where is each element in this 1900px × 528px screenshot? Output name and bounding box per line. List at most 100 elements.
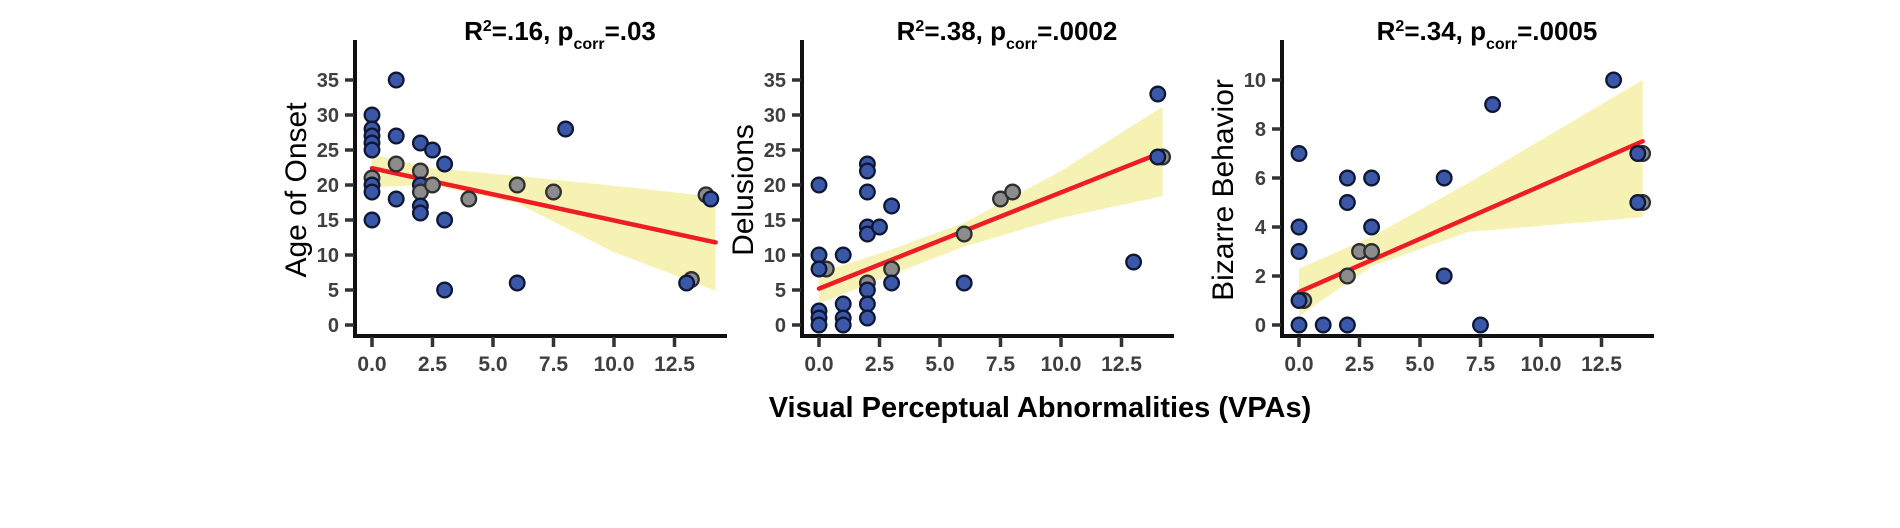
data-point: [424, 141, 441, 159]
x-tick-label: 7.5: [1466, 353, 1496, 376]
data-point: [363, 183, 381, 201]
x-tick-label: 2.5: [418, 353, 448, 376]
confidence-band: [819, 106, 1163, 304]
data-point: [1290, 218, 1308, 236]
x-tick-label: 0.0: [804, 353, 833, 376]
chart-title: R2=.16, pcorr=.03: [464, 16, 656, 53]
chart-delusions: 0 5 10 15 20 25 30 35 0.0 2.5 5.0 7.5 10.0 12.5 Delusi…: [727, 0, 1187, 385]
data-point: [424, 176, 441, 194]
data-point: [1484, 96, 1502, 113]
y-tick-label: 2: [1255, 266, 1266, 288]
x-tick-label: 12.5: [1581, 353, 1622, 376]
data-point: [387, 71, 405, 89]
data-point: [883, 260, 901, 278]
data-point: [1363, 169, 1381, 187]
data-point: [1629, 145, 1647, 162]
data-point: [858, 309, 876, 327]
data-point: [871, 218, 888, 236]
data-point: [1605, 71, 1623, 89]
data-point: [387, 155, 405, 173]
y-tick-label: 0: [775, 315, 786, 337]
data-point: [1314, 316, 1332, 334]
data-point: [1472, 316, 1489, 334]
data-point: [810, 176, 828, 194]
y-tick-label: 20: [317, 175, 339, 197]
x-tick-label: 10.0: [594, 353, 635, 376]
x-tick-label: 5.0: [925, 353, 954, 376]
data-point: [1149, 85, 1167, 103]
data-point: [1290, 316, 1308, 334]
data-point: [1290, 243, 1308, 260]
data-point: [1435, 169, 1453, 187]
data-point: [387, 127, 405, 145]
data-point: [411, 204, 429, 222]
data-point: [1363, 218, 1381, 236]
x-tick-label: 12.5: [654, 353, 695, 376]
data-point: [1338, 267, 1356, 285]
data-point: [508, 176, 526, 194]
y-axis-title: Bizarre Behavior: [1207, 79, 1240, 301]
y-tick-label: 30: [764, 105, 786, 127]
data-point: [508, 274, 526, 292]
chart-title: R2=.38, pcorr=.0002: [897, 16, 1118, 53]
scatter-plot-age-of-onset: 0 5 10 15 20 25 30 35 0.0 2.5 5.0 7.5 10.0 12.5 Age of…: [280, 16, 727, 376]
data-point: [557, 120, 575, 138]
y-tick-label: 6: [1255, 168, 1266, 190]
x-tick-label: 7.5: [539, 353, 569, 376]
x-tick-label: 0.0: [1284, 353, 1313, 376]
data-point: [955, 274, 973, 292]
x-tick-label: 10.0: [1521, 353, 1562, 376]
data-point: [810, 260, 828, 278]
scatter-plot-delusions: 0 5 10 15 20 25 30 35 0.0 2.5 5.0 7.5 10.0 12.5 Delusi…: [727, 16, 1174, 376]
y-tick-label: 4: [1255, 217, 1267, 239]
y-axis-title: Age of Onset: [280, 102, 313, 278]
y-tick-label: 15: [317, 210, 339, 232]
data-point: [1629, 194, 1647, 211]
y-tick-label: 10: [317, 245, 339, 267]
regression-line: [816, 149, 1165, 291]
y-tick-label: 30: [317, 105, 339, 127]
chart-age-of-onset: 0 5 10 15 20 25 30 35 0.0 2.5 5.0 7.5 10.0 12.5 Age of…: [280, 0, 740, 385]
data-point: [1363, 243, 1381, 260]
data-point: [436, 155, 454, 173]
data-point: [1004, 183, 1022, 201]
data-point: [834, 246, 852, 264]
y-axis-title: Delusions: [727, 124, 760, 256]
data-point: [883, 197, 901, 215]
data-point: [363, 211, 381, 229]
data-point: [992, 190, 1009, 208]
x-tick-label: 5.0: [1405, 353, 1434, 376]
y-tick-label: 8: [1255, 119, 1266, 141]
data-point: [858, 281, 876, 299]
data-point: [1149, 148, 1167, 166]
confidence-band: [1299, 80, 1643, 317]
data-point: [834, 316, 852, 334]
data-point: [411, 134, 429, 152]
y-tick-label: 25: [764, 140, 786, 162]
chart-bizarre-behavior: 0 2 4 6 8 10 0.0 2.5 5.0 7.5 10.0 12.5 Bizarre Behav…: [1207, 0, 1667, 385]
x-tick-label: 5.0: [478, 353, 507, 376]
data-point: [1338, 316, 1356, 334]
data-point: [810, 316, 828, 334]
data-point: [678, 274, 696, 292]
y-tick-label: 25: [317, 140, 339, 162]
data-point: [834, 295, 852, 313]
data-point: [883, 274, 901, 292]
x-tick-label: 0.0: [357, 353, 386, 376]
x-tick-label: 7.5: [986, 353, 1016, 376]
y-tick-label: 35: [764, 70, 786, 92]
data-point: [460, 190, 478, 208]
x-axis-title: Visual Perceptual Abnormalities (VPAs): [768, 392, 1312, 424]
data-point: [1338, 194, 1356, 211]
y-tick-label: 20: [764, 175, 786, 197]
data-point: [858, 162, 876, 180]
data-point: [1435, 267, 1453, 285]
data-point: [387, 190, 405, 208]
data-point: [810, 246, 828, 264]
y-tick-label: 35: [317, 70, 339, 92]
data-point: [411, 162, 429, 180]
data-point: [702, 190, 720, 208]
data-point: [436, 281, 454, 299]
data-point: [1290, 292, 1308, 309]
data-point: [955, 225, 973, 243]
